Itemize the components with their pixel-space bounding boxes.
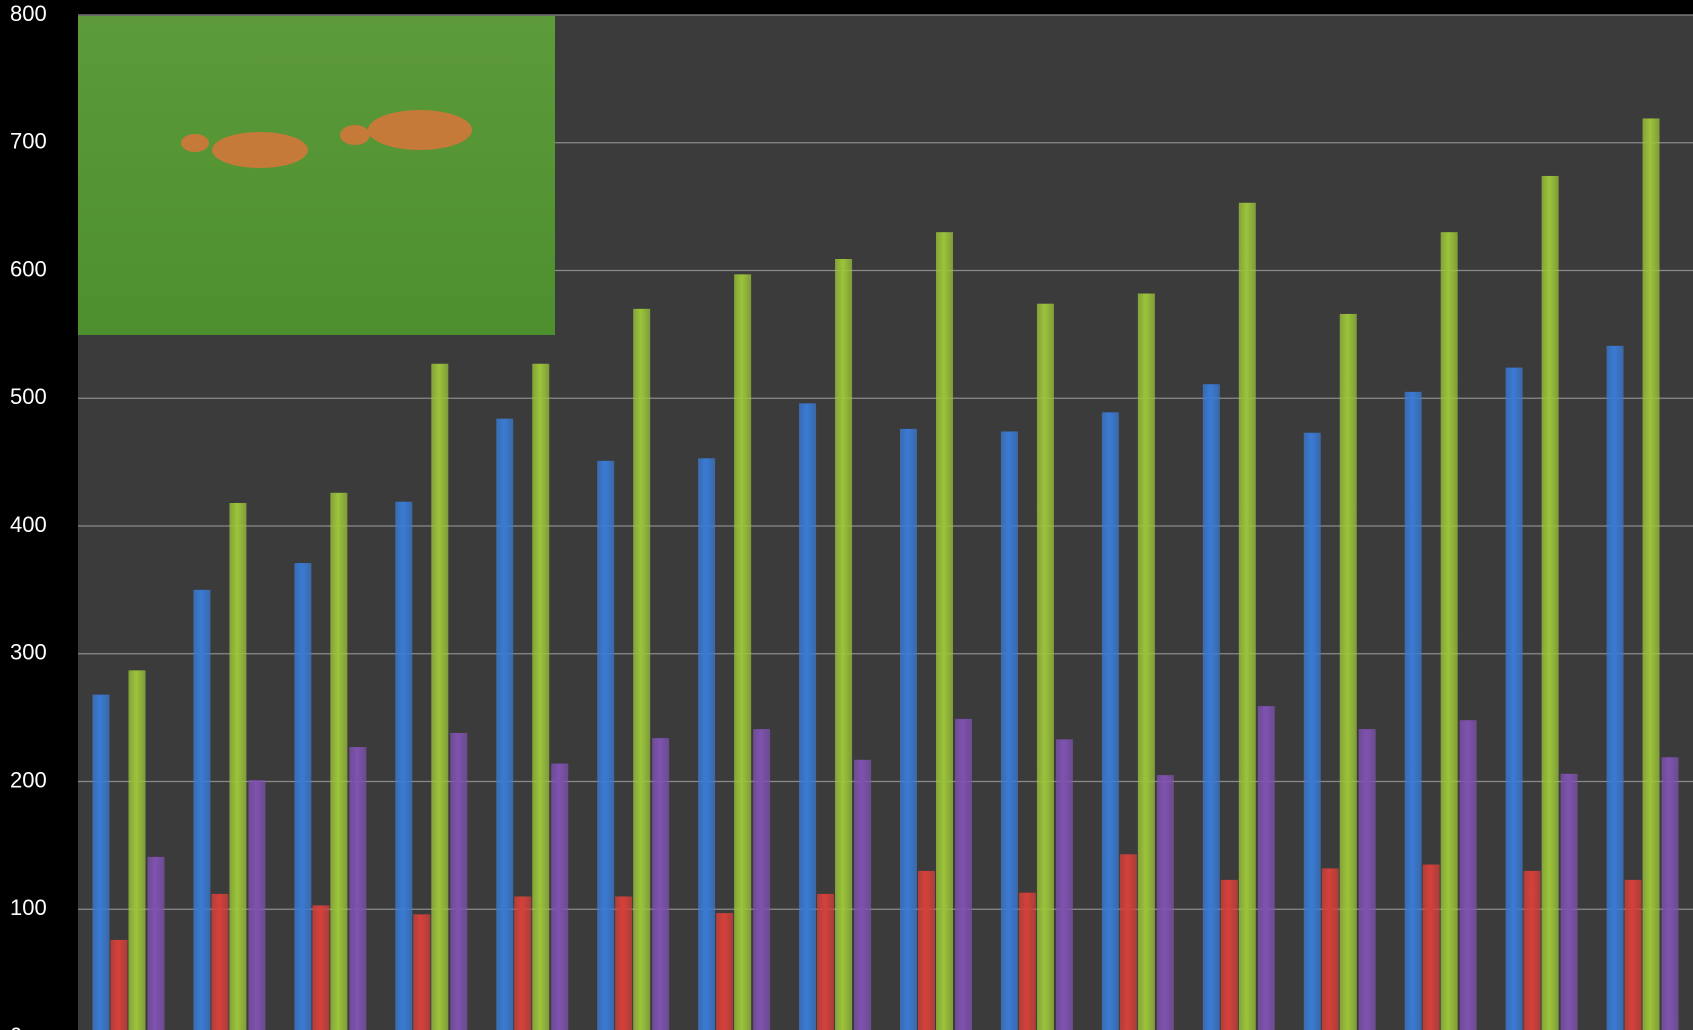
bar bbox=[854, 759, 872, 1030]
deer bbox=[368, 110, 472, 150]
bar bbox=[147, 856, 165, 1030]
bar bbox=[799, 403, 817, 1030]
bar bbox=[349, 747, 367, 1030]
bar bbox=[92, 694, 110, 1030]
bar bbox=[514, 896, 532, 1030]
photo-background bbox=[78, 16, 555, 335]
bar bbox=[1257, 706, 1275, 1030]
bar bbox=[1202, 384, 1220, 1030]
bar bbox=[1606, 345, 1624, 1030]
bar bbox=[1358, 729, 1376, 1030]
photo bbox=[78, 16, 555, 335]
bar bbox=[450, 732, 468, 1030]
bar bbox=[1055, 739, 1073, 1030]
y-tick-label: 600 bbox=[10, 256, 47, 281]
y-tick-label: 500 bbox=[10, 384, 47, 409]
bar bbox=[312, 905, 330, 1030]
bar bbox=[1422, 864, 1440, 1030]
bar bbox=[1459, 720, 1477, 1030]
deer bbox=[212, 132, 308, 168]
bar bbox=[1119, 854, 1137, 1030]
y-tick-label: 100 bbox=[10, 895, 47, 920]
deer-head bbox=[340, 125, 370, 145]
bar bbox=[597, 460, 615, 1030]
bar bbox=[1560, 773, 1578, 1030]
bar bbox=[716, 913, 734, 1030]
bar bbox=[1000, 431, 1018, 1030]
y-tick-label: 200 bbox=[10, 767, 47, 792]
deer-head bbox=[181, 134, 209, 152]
bar bbox=[652, 738, 670, 1030]
bar bbox=[395, 501, 413, 1030]
bar bbox=[193, 589, 211, 1030]
y-tick-label: 300 bbox=[10, 640, 47, 665]
bar bbox=[734, 274, 752, 1030]
bar bbox=[817, 893, 835, 1030]
bar bbox=[413, 914, 431, 1030]
y-tick-label: 700 bbox=[10, 129, 47, 154]
bar bbox=[1018, 892, 1036, 1030]
bar bbox=[698, 458, 716, 1030]
y-tick-label: 400 bbox=[10, 512, 47, 537]
bar bbox=[615, 896, 633, 1030]
bar bbox=[835, 259, 853, 1030]
bar bbox=[633, 308, 651, 1030]
bar bbox=[1036, 303, 1054, 1030]
y-tick-label: 800 bbox=[10, 1, 47, 26]
bar bbox=[128, 670, 146, 1030]
bar bbox=[1523, 870, 1541, 1030]
bar bbox=[753, 729, 771, 1030]
bar bbox=[1101, 412, 1119, 1030]
bar bbox=[1303, 432, 1321, 1030]
bar bbox=[110, 939, 128, 1030]
bar bbox=[431, 363, 449, 1030]
bar bbox=[1404, 391, 1422, 1030]
bar bbox=[936, 232, 953, 1030]
bars bbox=[92, 118, 1679, 1030]
y-tick-label: 0 bbox=[10, 1023, 22, 1030]
bar bbox=[1661, 757, 1679, 1030]
bar bbox=[294, 563, 312, 1030]
bar bbox=[229, 503, 247, 1030]
bar bbox=[211, 893, 229, 1030]
bar bbox=[1505, 367, 1523, 1030]
bar bbox=[1339, 313, 1357, 1030]
bar bbox=[1624, 879, 1642, 1030]
bar bbox=[1238, 202, 1256, 1030]
bar bbox=[918, 870, 935, 1030]
bar bbox=[496, 418, 514, 1030]
bar bbox=[1541, 175, 1559, 1030]
bar bbox=[330, 492, 348, 1030]
bar bbox=[900, 428, 917, 1030]
bar bbox=[1137, 293, 1155, 1030]
bar bbox=[532, 363, 550, 1030]
bar bbox=[551, 763, 569, 1030]
bar bbox=[248, 780, 266, 1030]
bar bbox=[1321, 868, 1339, 1030]
bar bbox=[955, 718, 972, 1030]
bar bbox=[1220, 879, 1238, 1030]
bar bbox=[1156, 775, 1174, 1030]
bar bbox=[1440, 232, 1458, 1030]
bar bbox=[1642, 118, 1660, 1030]
